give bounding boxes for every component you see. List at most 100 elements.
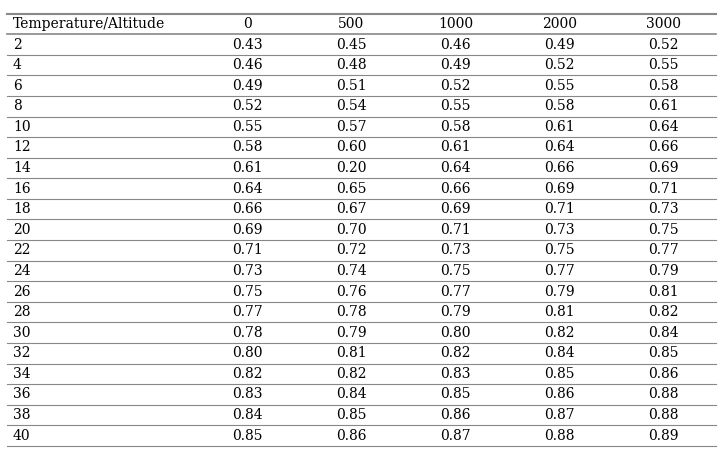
Text: 0.58: 0.58 — [544, 99, 575, 113]
Text: 0.65: 0.65 — [336, 182, 367, 196]
Text: 0.82: 0.82 — [336, 367, 367, 381]
Text: Temperature/Altitude: Temperature/Altitude — [13, 17, 166, 31]
Text: 2000: 2000 — [542, 17, 577, 31]
Text: 0.73: 0.73 — [649, 202, 679, 216]
Text: 34: 34 — [13, 367, 30, 381]
Text: 0: 0 — [243, 17, 252, 31]
Text: 0.81: 0.81 — [336, 346, 367, 360]
Text: 0.75: 0.75 — [232, 284, 262, 298]
Text: 0.69: 0.69 — [232, 223, 262, 237]
Text: 0.58: 0.58 — [440, 120, 471, 134]
Text: 0.86: 0.86 — [544, 388, 575, 401]
Text: 0.73: 0.73 — [232, 264, 262, 278]
Text: 0.75: 0.75 — [440, 264, 471, 278]
Text: 0.55: 0.55 — [544, 79, 575, 93]
Text: 0.49: 0.49 — [440, 58, 471, 72]
Text: 4: 4 — [13, 58, 22, 72]
Text: 0.48: 0.48 — [336, 58, 367, 72]
Text: 0.87: 0.87 — [544, 408, 575, 422]
Text: 20: 20 — [13, 223, 30, 237]
Text: 0.85: 0.85 — [649, 346, 679, 360]
Text: 0.71: 0.71 — [231, 243, 262, 258]
Text: 0.83: 0.83 — [232, 388, 262, 401]
Text: 0.52: 0.52 — [649, 37, 679, 51]
Text: 500: 500 — [338, 17, 364, 31]
Text: 0.66: 0.66 — [544, 161, 575, 175]
Text: 0.80: 0.80 — [440, 326, 471, 340]
Text: 18: 18 — [13, 202, 30, 216]
Text: 0.78: 0.78 — [336, 305, 367, 319]
Text: 0.82: 0.82 — [544, 326, 575, 340]
Text: 12: 12 — [13, 141, 30, 154]
Text: 0.66: 0.66 — [649, 141, 679, 154]
Text: 0.82: 0.82 — [232, 367, 262, 381]
Text: 0.88: 0.88 — [649, 388, 679, 401]
Text: 0.64: 0.64 — [440, 161, 471, 175]
Text: 0.49: 0.49 — [232, 79, 262, 93]
Text: 0.73: 0.73 — [440, 243, 471, 258]
Text: 22: 22 — [13, 243, 30, 258]
Text: 0.77: 0.77 — [649, 243, 679, 258]
Text: 0.67: 0.67 — [336, 202, 367, 216]
Text: 0.74: 0.74 — [336, 264, 367, 278]
Text: 0.84: 0.84 — [649, 326, 679, 340]
Text: 24: 24 — [13, 264, 30, 278]
Text: 0.77: 0.77 — [231, 305, 262, 319]
Text: 0.46: 0.46 — [440, 37, 471, 51]
Text: 0.45: 0.45 — [336, 37, 367, 51]
Text: 0.75: 0.75 — [649, 223, 679, 237]
Text: 32: 32 — [13, 346, 30, 360]
Text: 0.54: 0.54 — [336, 99, 367, 113]
Text: 0.64: 0.64 — [232, 182, 262, 196]
Text: 0.71: 0.71 — [649, 182, 679, 196]
Text: 0.52: 0.52 — [544, 58, 575, 72]
Text: 0.55: 0.55 — [232, 120, 262, 134]
Text: 0.83: 0.83 — [440, 367, 471, 381]
Text: 0.69: 0.69 — [649, 161, 679, 175]
Text: 0.87: 0.87 — [440, 429, 471, 443]
Text: 0.61: 0.61 — [232, 161, 262, 175]
Text: 0.52: 0.52 — [440, 79, 471, 93]
Text: 16: 16 — [13, 182, 30, 196]
Text: 0.79: 0.79 — [649, 264, 679, 278]
Text: 26: 26 — [13, 284, 30, 298]
Text: 40: 40 — [13, 429, 30, 443]
Text: 0.43: 0.43 — [232, 37, 262, 51]
Text: 0.77: 0.77 — [544, 264, 575, 278]
Text: 0.46: 0.46 — [232, 58, 262, 72]
Text: 0.82: 0.82 — [440, 346, 471, 360]
Text: 8: 8 — [13, 99, 22, 113]
Text: 28: 28 — [13, 305, 30, 319]
Text: 3000: 3000 — [646, 17, 681, 31]
Text: 0.82: 0.82 — [649, 305, 679, 319]
Text: 0.85: 0.85 — [544, 367, 575, 381]
Text: 14: 14 — [13, 161, 31, 175]
Text: 0.69: 0.69 — [544, 182, 575, 196]
Text: 0.73: 0.73 — [544, 223, 575, 237]
Text: 2: 2 — [13, 37, 22, 51]
Text: 0.20: 0.20 — [336, 161, 367, 175]
Text: 6: 6 — [13, 79, 22, 93]
Text: 0.77: 0.77 — [440, 284, 471, 298]
Text: 0.64: 0.64 — [544, 141, 575, 154]
Text: 0.85: 0.85 — [440, 388, 471, 401]
Text: 0.75: 0.75 — [544, 243, 575, 258]
Text: 0.55: 0.55 — [649, 58, 679, 72]
Text: 30: 30 — [13, 326, 30, 340]
Text: 0.64: 0.64 — [649, 120, 679, 134]
Text: 0.61: 0.61 — [544, 120, 575, 134]
Text: 0.80: 0.80 — [232, 346, 262, 360]
Text: 0.84: 0.84 — [336, 388, 367, 401]
Text: 0.78: 0.78 — [232, 326, 262, 340]
Text: 0.72: 0.72 — [336, 243, 367, 258]
Text: 0.88: 0.88 — [544, 429, 575, 443]
Text: 0.66: 0.66 — [440, 182, 471, 196]
Text: 0.52: 0.52 — [232, 99, 262, 113]
Text: 0.81: 0.81 — [649, 284, 679, 298]
Text: 0.55: 0.55 — [440, 99, 471, 113]
Text: 0.51: 0.51 — [336, 79, 367, 93]
Text: 10: 10 — [13, 120, 30, 134]
Text: 0.71: 0.71 — [440, 223, 471, 237]
Text: 0.76: 0.76 — [336, 284, 367, 298]
Text: 0.58: 0.58 — [232, 141, 262, 154]
